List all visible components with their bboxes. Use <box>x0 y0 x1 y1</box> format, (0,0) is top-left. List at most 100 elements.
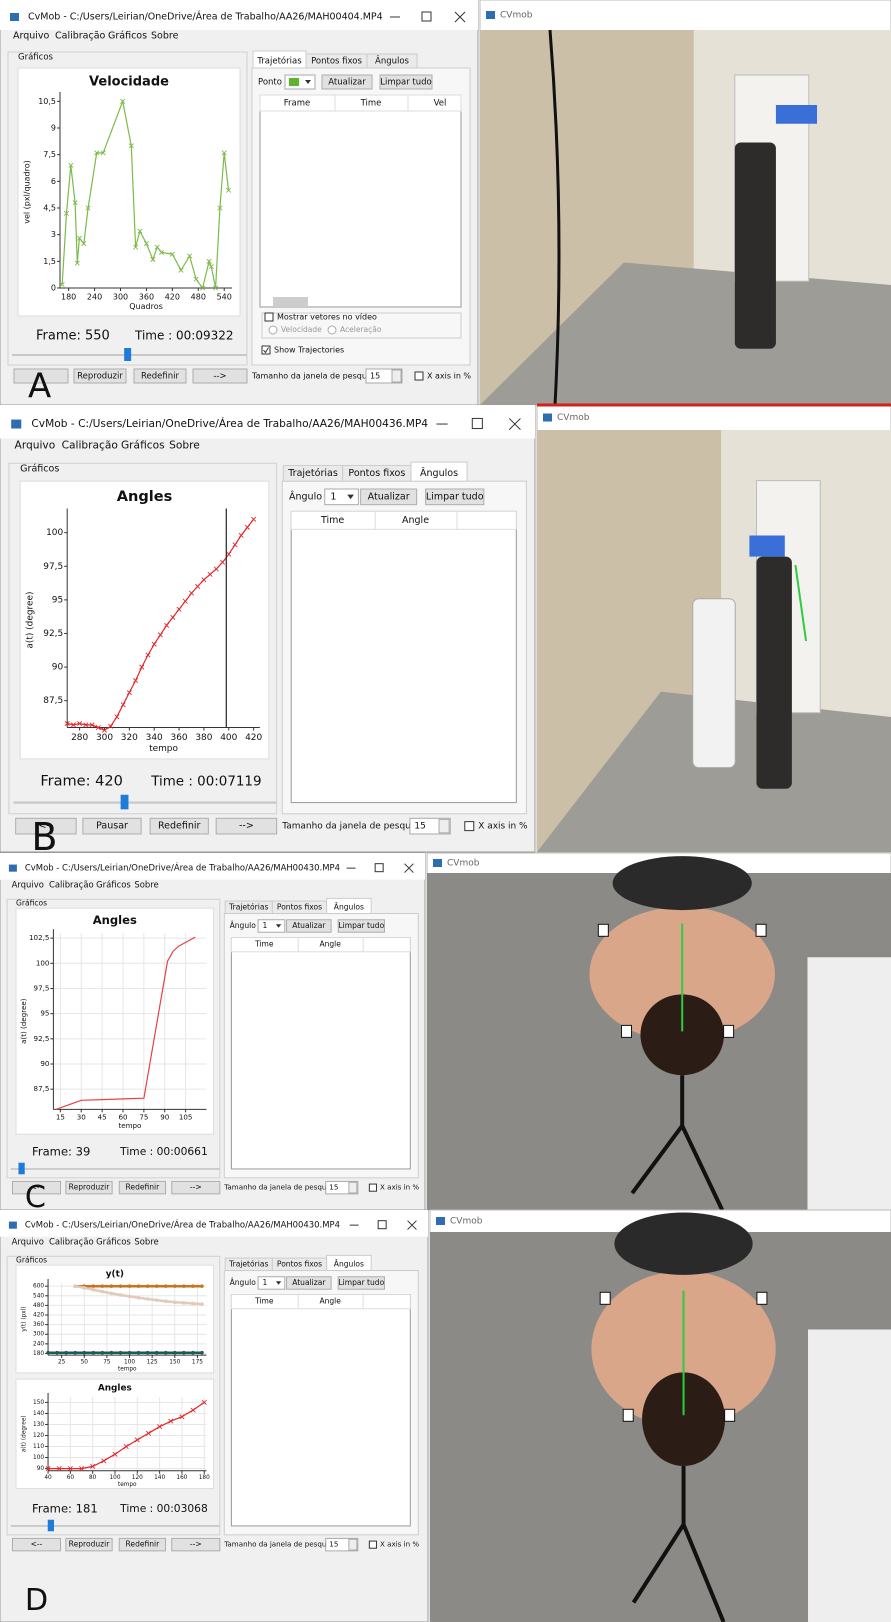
tab-label[interactable]: Ângulos <box>375 55 410 67</box>
tab-button-label[interactable]: Atualizar <box>292 1278 326 1287</box>
menu-item[interactable]: Sobre <box>169 438 200 451</box>
menu-item[interactable]: Arquivo <box>12 1237 44 1247</box>
menu-item[interactable]: Arquivo <box>15 438 56 451</box>
checkbox[interactable] <box>465 822 474 831</box>
tab-button-label[interactable]: Limpar tudo <box>426 491 484 502</box>
chart-area <box>16 1265 214 1373</box>
menu-item[interactable]: Calibração <box>55 31 106 42</box>
x-tick-label: 140 <box>154 1475 165 1481</box>
button-label[interactable]: --> <box>190 1540 202 1549</box>
checkbox[interactable] <box>415 372 423 380</box>
marker <box>92 1284 96 1288</box>
button-label[interactable]: Reproduzir <box>77 372 123 382</box>
marker <box>137 1351 141 1355</box>
y-axis-label: y(t) (pxl) <box>22 1306 28 1331</box>
search-size: 15 <box>370 372 380 381</box>
x-axis-label: tempo <box>118 1121 141 1130</box>
marker <box>137 1296 141 1300</box>
y-tick-label: 0 <box>51 284 56 293</box>
window-icon <box>9 865 17 872</box>
y-tick-label: 150 <box>33 1400 44 1406</box>
button-label[interactable]: Reproduzir <box>69 1183 111 1192</box>
x-tick-label: 40 <box>44 1475 52 1481</box>
slider-handle[interactable] <box>48 1520 54 1532</box>
x-tick-label: 400 <box>220 733 237 743</box>
marker <box>73 1351 77 1355</box>
menu-item[interactable]: Sobre <box>134 1237 158 1247</box>
window-title: CvMob - C:/Users/Leirian/OneDrive/Área d… <box>25 1219 340 1230</box>
y-tick-label: 90 <box>52 663 64 673</box>
video-icon <box>433 859 442 867</box>
checkbox[interactable] <box>265 313 273 321</box>
tab-label[interactable]: Trajetórias <box>287 468 338 479</box>
scrollbar-thumb[interactable] <box>273 297 308 306</box>
tab-label[interactable]: Ângulos <box>334 902 364 911</box>
tab-label[interactable]: Trajetórias <box>228 1259 268 1268</box>
marker <box>110 1292 114 1296</box>
button-label[interactable]: Redefinir <box>126 1540 161 1549</box>
button-label[interactable]: --> <box>213 372 226 382</box>
video-face-blur <box>776 105 817 124</box>
marker <box>200 1302 204 1306</box>
menu-item[interactable]: Calibração <box>49 1237 94 1247</box>
tab-label[interactable]: Pontos fixos <box>277 902 322 911</box>
tab-label[interactable]: Trajetórias <box>228 902 268 911</box>
video-title: CVmob <box>557 413 590 423</box>
table <box>231 938 410 1169</box>
tab-label[interactable]: Trajetórias <box>256 56 302 67</box>
tab-button-label[interactable]: Limpar tudo <box>380 78 432 88</box>
button-label[interactable]: <-- <box>31 1540 43 1549</box>
tab-label[interactable]: Pontos fixos <box>348 468 405 479</box>
marker <box>182 1351 186 1355</box>
y-tick-label: 360 <box>33 1322 44 1328</box>
menu-item[interactable]: Sobre <box>134 880 158 890</box>
video-icon <box>543 414 552 422</box>
y-tick-label: 90 <box>40 1059 50 1068</box>
marker <box>191 1351 195 1355</box>
checkbox[interactable] <box>369 1184 376 1191</box>
tab-button-label[interactable]: Atualizar <box>328 78 366 88</box>
tab-button-label[interactable]: Atualizar <box>368 491 410 502</box>
tab-label[interactable]: Pontos fixos <box>277 1259 322 1268</box>
button-label[interactable]: Pausar <box>96 821 128 832</box>
table-header-label: Time <box>360 99 382 109</box>
x-tick-label: 60 <box>67 1475 75 1481</box>
tab-button-label[interactable]: Limpar tudo <box>338 1278 384 1287</box>
button-label[interactable]: --> <box>190 1183 202 1192</box>
group-title: Gráficos <box>16 899 47 908</box>
tab-label[interactable]: Ângulos <box>420 467 458 479</box>
button-label[interactable]: Redefinir <box>141 372 179 382</box>
checkbox[interactable] <box>262 346 270 354</box>
menu-item[interactable]: Calibração <box>49 880 94 890</box>
tab-label[interactable]: Ângulos <box>334 1259 364 1268</box>
slider-handle[interactable] <box>124 348 131 361</box>
checkbox[interactable] <box>369 1541 376 1548</box>
frame-label: Frame: 420 <box>40 772 123 789</box>
slider-handle[interactable] <box>18 1163 24 1175</box>
menu-item[interactable]: Sobre <box>151 31 179 42</box>
menu-item[interactable]: Gráficos <box>121 438 165 451</box>
menu-item[interactable]: Gráficos <box>96 1237 131 1247</box>
button-label[interactable]: Redefinir <box>158 821 201 832</box>
button-label[interactable]: --> <box>239 821 254 832</box>
slider-handle[interactable] <box>121 795 129 810</box>
marker <box>146 1351 150 1355</box>
video-marker <box>600 1292 610 1304</box>
tab-button-label[interactable]: Limpar tudo <box>338 921 384 930</box>
menu-item[interactable]: Gráficos <box>108 31 147 42</box>
tab-label[interactable]: Pontos fixos <box>311 57 362 67</box>
menu-item[interactable]: Arquivo <box>13 31 50 42</box>
button-label[interactable]: Reproduzir <box>69 1540 111 1549</box>
menu-item[interactable]: Gráficos <box>96 880 131 890</box>
x-tick-label: 15 <box>56 1112 65 1121</box>
radio <box>269 326 277 334</box>
menu-item[interactable]: Calibração <box>62 438 118 451</box>
video-marker <box>598 924 608 936</box>
x-tick-label: 540 <box>217 293 232 302</box>
marker <box>128 1284 132 1288</box>
menu-item[interactable]: Arquivo <box>12 880 44 890</box>
x-tick-label: 380 <box>195 733 212 743</box>
button-label[interactable]: Redefinir <box>126 1183 161 1192</box>
chart-title: y(t) <box>106 1270 124 1280</box>
tab-button-label[interactable]: Atualizar <box>292 921 326 930</box>
